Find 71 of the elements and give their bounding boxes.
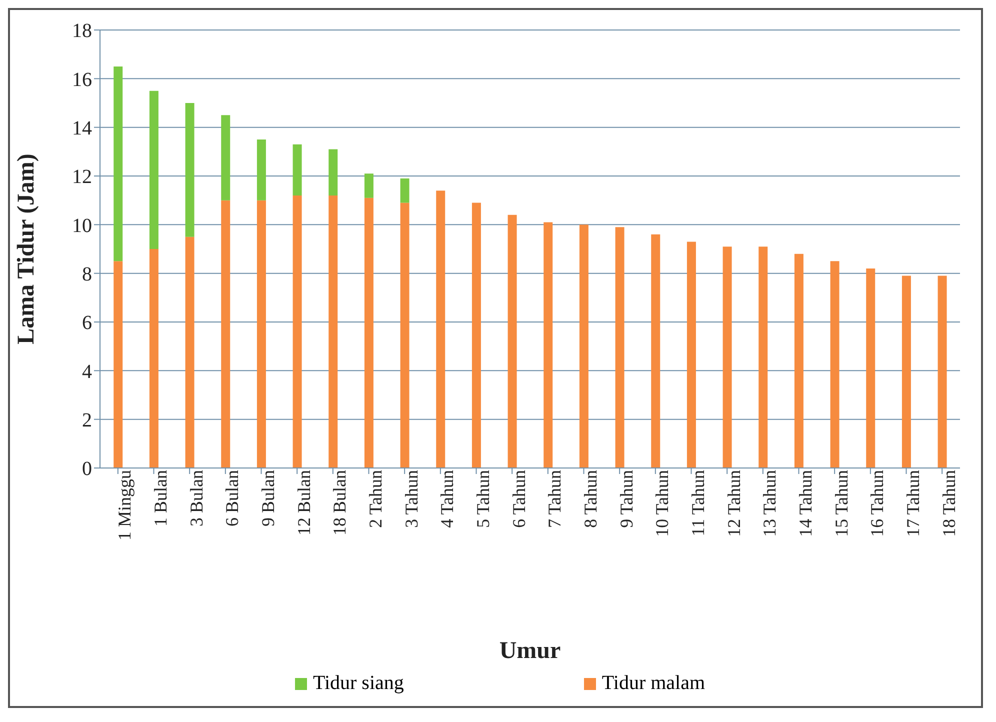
bar — [902, 276, 911, 468]
bar — [256, 140, 266, 200]
x-tick-label: 9 Bulan — [258, 470, 278, 526]
bar — [256, 200, 266, 468]
bar — [149, 90, 158, 249]
bar — [400, 178, 410, 203]
x-tick-label: 12 Tahun — [724, 470, 744, 537]
y-tick-label: 14 — [72, 117, 92, 140]
y-tick-label: 12 — [72, 166, 92, 188]
x-tick-label: 7 Tahun — [544, 470, 565, 528]
x-tick-label: 10 Tahun — [652, 470, 672, 537]
x-tick-label: 12 Bulan — [294, 470, 314, 536]
bar — [328, 149, 338, 196]
x-axis-title: Umur — [499, 638, 562, 664]
bar — [544, 222, 553, 468]
bar — [221, 200, 230, 468]
x-tick-label: 3 Tahun — [401, 470, 422, 528]
bar — [722, 246, 732, 468]
y-axis-title: Lama Tidur (Jam) — [14, 154, 40, 344]
bar — [830, 261, 840, 468]
bar — [185, 103, 194, 237]
bar — [686, 242, 696, 468]
x-tick-label: 18 Tahun — [938, 470, 959, 537]
x-tick-label: 8 Tahun — [580, 470, 601, 528]
bar — [436, 190, 446, 468]
bar — [364, 198, 374, 468]
bar — [794, 254, 804, 468]
bar — [114, 261, 123, 468]
bar — [866, 268, 876, 468]
x-tick-label: 9 Tahun — [616, 470, 636, 528]
y-tick-label: 18 — [72, 20, 92, 42]
x-tick-label: 16 Tahun — [867, 470, 888, 537]
y-tick-label: 10 — [72, 214, 92, 237]
bar — [328, 195, 338, 468]
y-tick-label: 6 — [82, 312, 92, 334]
legend-label: Tidur malam — [600, 672, 706, 695]
x-tick-label: 6 Tahun — [508, 470, 529, 528]
bar — [508, 214, 517, 468]
bar — [114, 66, 123, 262]
x-tick-label: 2 Tahun — [366, 470, 386, 528]
x-tick-label: 17 Tahun — [903, 470, 924, 537]
bar — [651, 234, 660, 468]
x-tick-label: 18 Bulan — [330, 470, 350, 536]
x-tick-label: 13 Tahun — [760, 470, 780, 537]
bar — [400, 202, 410, 468]
bar — [149, 249, 158, 468]
x-tick-label: 6 Bulan — [222, 470, 242, 526]
x-tick-label: 4 Tahun — [437, 470, 458, 528]
x-tick-label: 14 Tahun — [796, 470, 816, 537]
bar — [579, 224, 588, 468]
y-tick-label: 4 — [82, 360, 92, 383]
x-tick-label: 11 Tahun — [688, 470, 708, 536]
x-tick-label: 15 Tahun — [831, 470, 852, 537]
bar — [185, 236, 194, 468]
legend-label: Tidur siang — [312, 672, 404, 695]
x-tick-label: 5 Tahun — [473, 470, 494, 528]
bar — [472, 202, 481, 468]
bar — [292, 144, 302, 196]
bar — [615, 227, 624, 468]
bar — [221, 115, 230, 200]
y-tick-label: 8 — [82, 263, 92, 286]
bar — [938, 276, 947, 468]
y-tick-label: 0 — [82, 458, 92, 480]
bar — [292, 195, 302, 468]
x-tick-label: 3 Bulan — [186, 470, 206, 526]
x-tick-label: 1 Minggu — [114, 470, 135, 541]
y-tick-label: 16 — [72, 68, 92, 91]
bar — [364, 174, 374, 198]
bar — [758, 246, 768, 468]
x-tick-label: 1 Bulan — [150, 470, 171, 526]
y-tick-label: 2 — [82, 409, 92, 432]
